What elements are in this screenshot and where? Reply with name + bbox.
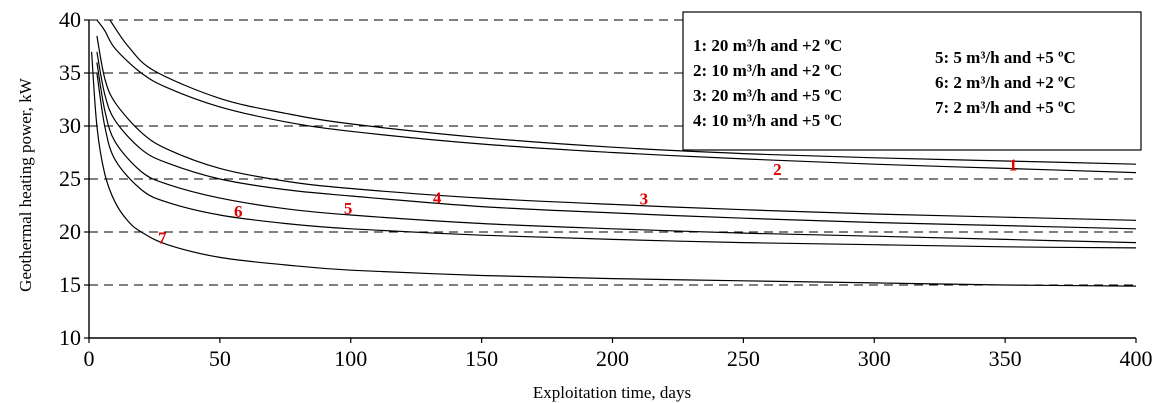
x-tick-label: 200	[596, 346, 629, 371]
series-label-4: 4	[433, 188, 442, 207]
series-label-3: 3	[640, 189, 649, 208]
series-label-5: 5	[344, 199, 353, 218]
y-tick-label: 30	[59, 113, 81, 138]
series-line-2	[96, 20, 1136, 174]
series-label-6: 6	[234, 202, 243, 221]
legend-box	[682, 11, 1142, 151]
series-curves	[91, 20, 1136, 287]
legend: 1: 20 m³/h and +2 ºC 2: 10 m³/h and +2 º…	[682, 11, 1142, 151]
series-line-7	[91, 51, 1136, 287]
series-line-1	[109, 20, 1136, 165]
x-tick-label: 0	[84, 346, 95, 371]
legend-entry-2: 2: 10 m³/h and +2 ºC	[693, 61, 842, 80]
y-tick-label: 40	[59, 7, 81, 32]
series-number-labels: 1 2 3 4 5 6 7	[158, 156, 1017, 248]
y-tick-label: 35	[59, 60, 81, 85]
series-line-3	[96, 35, 1136, 221]
series-line-5	[96, 62, 1136, 244]
x-tick-label: 100	[334, 346, 367, 371]
legend-entry-1: 1: 20 m³/h and +2 ºC	[693, 36, 842, 55]
legend-entry-5: 5: 5 m³/h and +5 ºC	[935, 48, 1076, 67]
y-tick-labels: 10 15 20 25 30 35 40	[59, 7, 89, 350]
x-tick-label: 250	[727, 346, 760, 371]
series-label-2: 2	[773, 160, 782, 179]
y-tick-label: 15	[59, 272, 81, 297]
x-tick-label: 400	[1120, 346, 1153, 371]
series-label-7: 7	[158, 229, 167, 248]
x-tick-labels: 0 50 100 150 200 250 300 350 400	[84, 338, 1153, 371]
series-line-6	[96, 72, 1136, 249]
y-tick-label: 25	[59, 166, 81, 191]
legend-entry-4: 4: 10 m³/h and +5 ºC	[693, 111, 842, 130]
legend-entry-6: 6: 2 m³/h and +2 ºC	[935, 73, 1076, 92]
series-line-4	[96, 51, 1136, 230]
legend-entry-7: 7: 2 m³/h and +5 ºC	[935, 98, 1076, 117]
x-tick-label: 150	[465, 346, 498, 371]
x-axis-title: Exploitation time, days	[533, 383, 691, 402]
y-tick-label: 10	[59, 325, 81, 350]
y-axis-title: Geothermal heating power, kW	[16, 77, 35, 292]
y-tick-label: 20	[59, 219, 81, 244]
series-label-1: 1	[1009, 156, 1018, 175]
x-tick-label: 50	[209, 346, 231, 371]
legend-entry-3: 3: 20 m³/h and +5 ºC	[693, 86, 842, 105]
x-tick-label: 300	[858, 346, 891, 371]
x-tick-label: 350	[989, 346, 1022, 371]
